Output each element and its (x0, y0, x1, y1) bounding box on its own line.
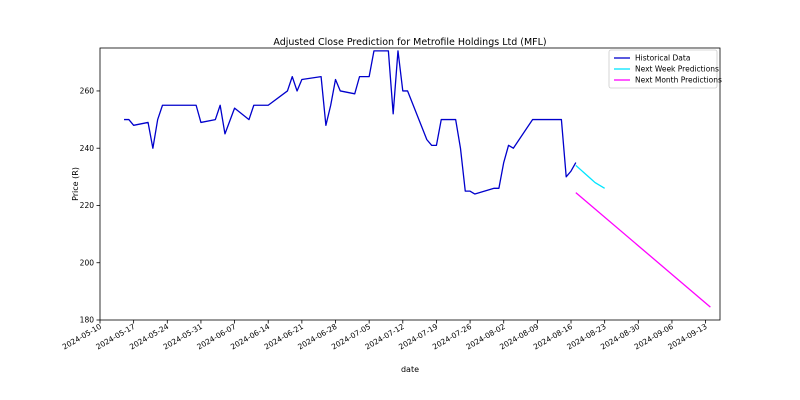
x-axis-title: date (401, 365, 419, 374)
chart-title: Adjusted Close Prediction for Metrofile … (273, 37, 546, 48)
x-axis: 2024-05-102024-05-172024-05-242024-05-31… (61, 320, 709, 352)
series-line-3 (575, 192, 711, 308)
y-tick-label: 200 (80, 258, 95, 267)
y-tick-label: 180 (80, 316, 95, 325)
series-line-2 (575, 164, 605, 189)
y-axis-title: Price (R) (71, 167, 80, 201)
legend-label-1: Historical Data (635, 54, 690, 63)
y-tick-label: 220 (80, 201, 95, 210)
plot-frame (99, 47, 721, 321)
y-tick-label: 240 (80, 144, 95, 153)
legend-label-2: Next Week Predictions (635, 65, 719, 74)
y-tick-label: 260 (80, 87, 95, 96)
legend-label-3: Next Month Predictions (635, 76, 722, 85)
series-line-1 (124, 50, 577, 195)
series-layer (124, 50, 711, 308)
legend-box (608, 49, 718, 89)
y-axis: 180 200 220 240 260 (80, 87, 100, 325)
legend: Historical Data Next Week Predictions Next… (608, 49, 722, 89)
